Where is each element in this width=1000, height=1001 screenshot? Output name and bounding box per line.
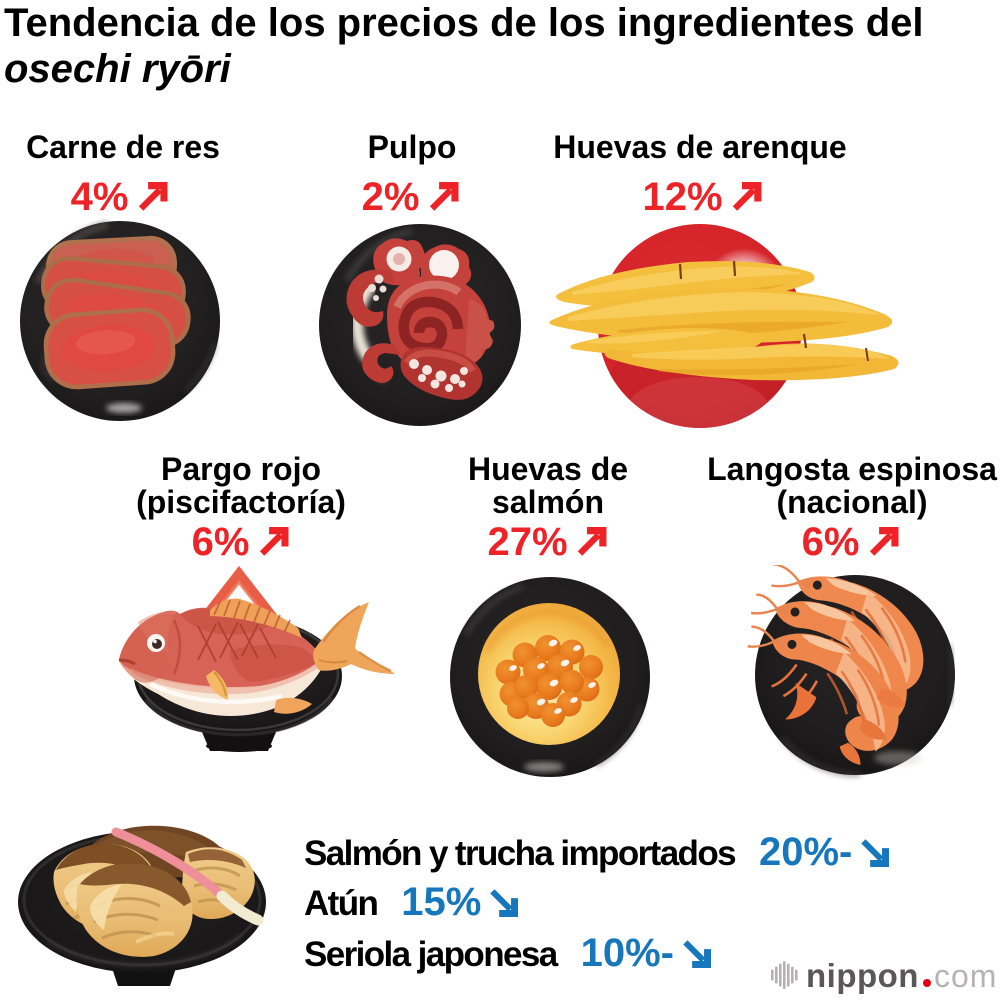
svg-text:com: com [934, 958, 997, 994]
svg-text:nippon: nippon [806, 957, 919, 994]
